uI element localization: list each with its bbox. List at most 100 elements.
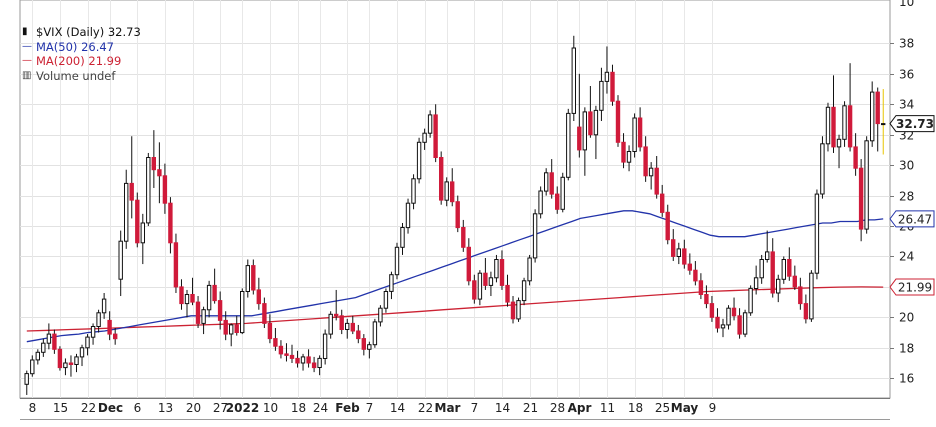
candle-body — [737, 315, 742, 335]
candle-body — [577, 126, 582, 151]
x-tick-label: 22 — [418, 401, 433, 415]
y-tick-label: 34 — [899, 98, 914, 112]
candle-body — [245, 265, 251, 293]
candle-body — [765, 251, 770, 260]
candle-body — [240, 291, 245, 334]
candle-body — [477, 272, 483, 300]
candle-body — [311, 362, 317, 369]
candle-body — [184, 294, 190, 305]
x-tick-label: 11 — [600, 401, 615, 415]
x-tick-label: Apr — [568, 401, 592, 415]
x-tick-label: 21 — [523, 401, 538, 415]
candle-body — [124, 182, 129, 242]
badge-shape — [889, 210, 935, 228]
candle-body — [35, 351, 40, 361]
candle-body — [610, 71, 615, 102]
candle-body — [168, 202, 173, 244]
candle-body — [367, 344, 372, 350]
candle-body — [195, 301, 201, 324]
legend-ma200-value: 21.99 — [88, 54, 122, 68]
legend-volume-row: ▥ Volume undef — [22, 69, 141, 84]
candle-body — [190, 294, 195, 303]
y-axis: 16182022242628303234363810 — [890, 0, 914, 386]
candle-body — [74, 356, 79, 365]
y-tick-label: 16 — [899, 372, 914, 386]
candle-body — [400, 227, 405, 248]
candle-body — [472, 280, 477, 300]
candle-body — [444, 181, 449, 201]
candle-body — [532, 213, 538, 259]
candle-body — [278, 345, 284, 355]
candle-body — [654, 167, 659, 195]
candle-body — [809, 272, 814, 320]
x-tick-label: 15 — [53, 401, 68, 415]
y-tick-label: 24 — [899, 250, 914, 264]
candle-body — [405, 202, 411, 229]
candle-body — [494, 259, 499, 279]
candle-body — [328, 313, 333, 335]
badge-shape — [889, 115, 935, 133]
candle-body — [334, 313, 339, 317]
y-tick-label: 20 — [899, 311, 914, 325]
moving-averages — [26, 210, 884, 343]
candle-body — [521, 280, 527, 302]
candle-body — [483, 272, 488, 286]
candle-body — [113, 333, 118, 340]
candle-body — [30, 359, 35, 375]
x-tick-label: 20 — [186, 401, 201, 415]
badge-label: 21.99 — [898, 281, 932, 295]
y-tick-label: 28 — [899, 190, 914, 204]
candle-body — [527, 257, 532, 282]
candle-body — [107, 319, 112, 335]
candle-body — [234, 324, 239, 333]
candle-body — [599, 80, 604, 111]
candle-body — [306, 356, 311, 364]
x-tick-label: 6 — [134, 401, 142, 415]
candle-body — [411, 178, 416, 204]
candle-body — [201, 309, 206, 324]
candle-body — [820, 143, 825, 195]
candle-body — [140, 222, 146, 244]
x-tick-label: 18 — [291, 401, 306, 415]
candle-body — [162, 175, 168, 204]
legend-title-row: ▮ $VIX (Daily) 32.73 — [22, 25, 141, 40]
candle-body — [361, 338, 367, 350]
candles — [24, 35, 886, 395]
legend-ma200-label: MA(200) — [36, 54, 85, 68]
price-badges: 21.99 26.47 32.73 — [889, 115, 935, 296]
candle-body — [356, 330, 361, 340]
legend-ma50-label: MA(50) — [36, 39, 78, 54]
candle-body — [626, 151, 632, 163]
candle-body — [709, 303, 715, 318]
candle-body — [173, 242, 179, 288]
line-swatch-icon: — — [22, 55, 32, 66]
legend-ma200-row: — MA(200) 21.99 — [22, 54, 141, 69]
candle-body — [223, 319, 228, 335]
x-tick-label: 25 — [655, 401, 670, 415]
badge-shape — [889, 278, 935, 296]
candle-body — [604, 71, 610, 82]
price-badge: 21.99 — [889, 278, 935, 296]
candle-body — [455, 201, 460, 229]
chart-legend: ▮ $VIX (Daily) 32.73 — MA(50) 26.47 — MA… — [22, 25, 141, 83]
y-tick-label: 36 — [899, 68, 914, 82]
candle-body — [339, 315, 344, 330]
legend-volume: Volume undef — [36, 68, 116, 83]
line-swatch-icon: — — [22, 40, 32, 52]
y-tick-label: 10 — [899, 0, 914, 9]
candle-body — [96, 312, 101, 327]
candle-body — [853, 146, 858, 169]
candle-body — [85, 336, 90, 349]
candle-body — [46, 333, 52, 344]
candle-body — [372, 321, 378, 346]
candle-body — [842, 105, 847, 140]
candle-body — [79, 347, 85, 358]
ma50-line — [26, 210, 884, 343]
candle-body — [637, 117, 643, 148]
price-badge: 32.73 — [889, 115, 935, 133]
candle-body — [588, 111, 593, 136]
candle-body — [836, 138, 842, 148]
candle-body — [648, 167, 654, 177]
candle-body — [593, 109, 599, 136]
candle-body — [803, 303, 809, 320]
